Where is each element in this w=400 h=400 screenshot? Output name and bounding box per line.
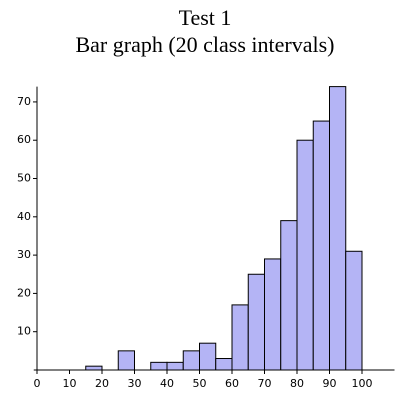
x-tick-label: 50 [193,377,207,390]
y-tick-label: 50 [17,172,31,185]
bar [182,350,200,371]
x-tick-label: 70 [258,377,272,390]
x-tick-label: 30 [128,377,142,390]
bar [329,86,347,371]
x-tick-label: 80 [290,377,304,390]
bar [199,342,217,371]
bar [166,361,184,371]
bar [150,361,168,371]
y-tick-label: 30 [17,248,31,261]
x-tick-label: 0 [34,377,41,390]
y-tick-label: 40 [17,210,31,223]
chart-title: Test 1 [179,5,232,30]
bar [280,220,298,371]
bar [215,358,233,371]
y-tick-label: 10 [17,325,31,338]
chart-subtitle: Bar graph (20 class intervals) [75,32,334,57]
x-tick-label: 40 [160,377,174,390]
bar [247,273,265,371]
y-tick-label: 20 [17,286,31,299]
x-tick-label: 10 [63,377,77,390]
bar [231,304,249,371]
bar [312,120,330,371]
bar [85,365,103,371]
x-tick-label: 20 [95,377,109,390]
x-tick-label: 100 [352,377,373,390]
bar [345,250,363,371]
x-tick-label: 60 [225,377,239,390]
y-tick-label: 70 [17,95,31,108]
bar [117,350,135,371]
x-tick-label: 90 [323,377,337,390]
y-tick-label: 60 [17,133,31,146]
bar [296,139,314,371]
bar [264,258,282,371]
